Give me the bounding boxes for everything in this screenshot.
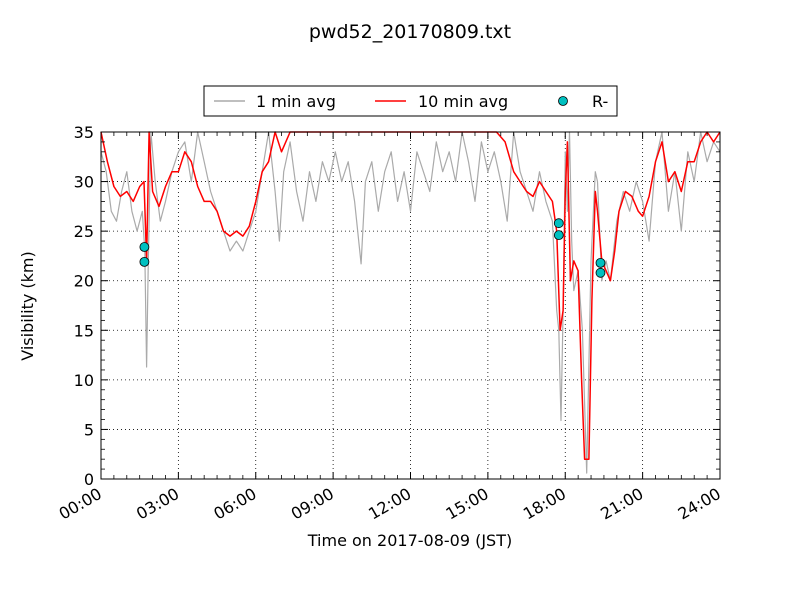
y-tick-label: 25 [74, 222, 94, 241]
series-line-10-min-avg [100, 131, 721, 460]
x-tick-label: 18:00 [520, 484, 569, 524]
series-line-1-min-avg [100, 131, 721, 474]
legend-label-1-min-avg: 1 min avg [256, 92, 336, 111]
marker-r [139, 242, 150, 252]
y-axis-label: Visibility (km) [18, 251, 37, 360]
x-tick-label: 09:00 [288, 484, 337, 524]
legend-label-10-min-avg: 10 min avg [418, 92, 508, 111]
x-tick-label: 00:00 [56, 484, 105, 524]
x-axis-label: Time on 2017-08-09 (JST) [307, 531, 512, 550]
y-tick-label: 30 [74, 173, 94, 192]
y-tick-label: 35 [74, 123, 94, 142]
y-tick-label: 5 [84, 420, 94, 439]
x-tick-label: 21:00 [597, 484, 646, 524]
marker-r [553, 218, 564, 229]
x-tick-label: 12:00 [365, 484, 414, 524]
plot-frame [100, 131, 721, 480]
x-tick-label: 03:00 [133, 484, 182, 524]
markers [139, 218, 606, 278]
x-tick-label: 24:00 [675, 484, 724, 524]
gridlines [101, 132, 720, 479]
marker-r [595, 267, 606, 278]
marker-r [553, 230, 564, 241]
y-tick-label: 15 [74, 321, 94, 340]
plot-lines [100, 131, 721, 474]
legend: 1 min avg 10 min avg R- [203, 85, 618, 117]
y-tick-label: 10 [74, 371, 94, 390]
legend-swatch-r-minus [558, 96, 568, 106]
chart-title: pwd52_20170809.txt [309, 21, 511, 43]
x-tick-label: 15:00 [442, 484, 491, 524]
legend-frame [203, 85, 618, 117]
legend-label-r-minus: R- [592, 92, 608, 111]
x-tick-label: 06:00 [210, 484, 259, 524]
marker-r [595, 257, 606, 268]
marker-r [139, 256, 150, 267]
y-tick-label: 20 [74, 272, 94, 291]
y-tick-label: 0 [84, 470, 94, 489]
